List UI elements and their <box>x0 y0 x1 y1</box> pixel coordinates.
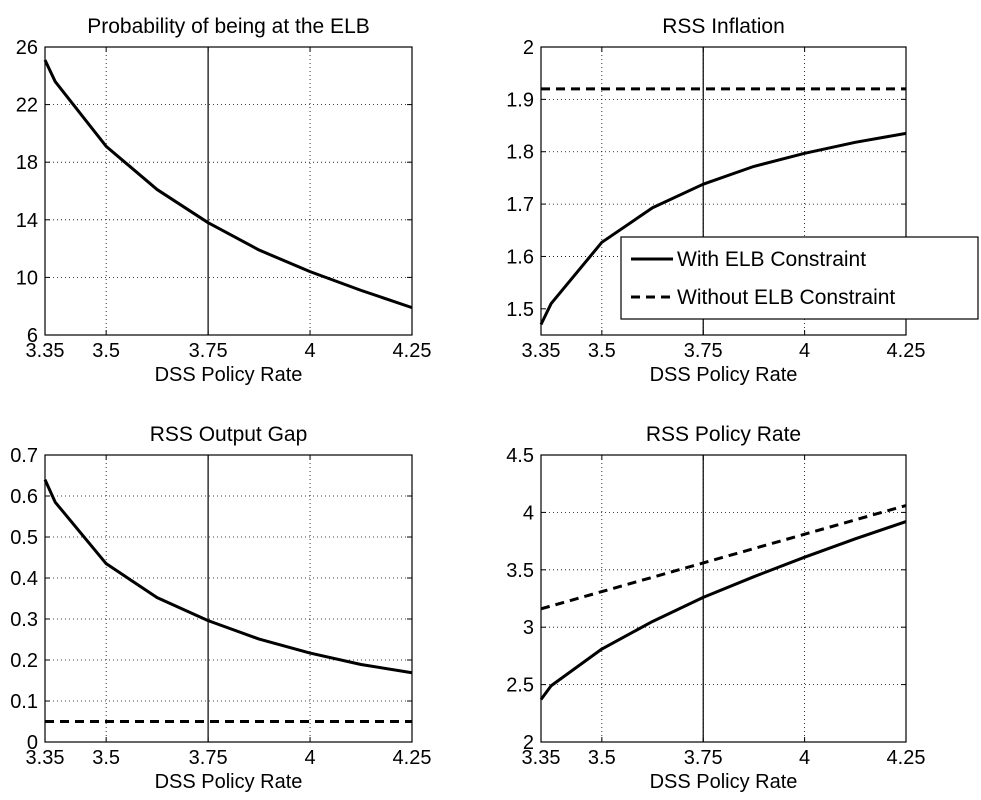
y-tick-label: 0.3 <box>10 609 38 631</box>
y-tick-label: 1.7 <box>506 194 534 216</box>
legend: With ELB Constraint Without ELB Constrain… <box>620 236 979 320</box>
x-tick-label: 3.5 <box>92 747 120 769</box>
plot-area <box>45 47 412 335</box>
axes-frame <box>540 46 907 336</box>
chart-title: RSS Output Gap <box>150 423 308 446</box>
chart-title: RSS Inflation <box>662 15 785 38</box>
x-tick-label: 4.25 <box>393 340 432 362</box>
y-tick-label: 0 <box>27 732 38 754</box>
x-tick-label: 4.25 <box>887 340 926 362</box>
y-tick-label: 0.5 <box>10 527 38 549</box>
chart-panel-2: 3.35 3.5 3.75 4 4.25 1.5 1.6 1.7 1.8 1.9 2 RSS Infl… <box>506 15 979 386</box>
x-axis-label: DSS Policy Rate <box>650 364 798 386</box>
x-tick-label: 3.35 <box>522 747 561 769</box>
y-tick-label: 2 <box>523 732 534 754</box>
y-tick-label: 3.5 <box>506 560 534 582</box>
y-tick-label: 1.9 <box>506 89 534 111</box>
x-tick-label: 3.35 <box>26 340 65 362</box>
x-tick-label: 3.5 <box>588 747 616 769</box>
y-tick-label: 3 <box>523 617 534 639</box>
series-line-with-elb <box>539 131 907 326</box>
y-tick-label: 1.6 <box>506 246 534 268</box>
x-tick-label: 3.35 <box>26 747 65 769</box>
chart-panel-3: 3.35 3.5 3.75 4 4.25 0 0.1 0.2 0.3 0.4 0.5 0.6 0.7 RS… <box>10 423 431 793</box>
x-axis-label: DSS Policy Rate <box>155 364 303 386</box>
chart-panel-1: 3.35 3.5 3.75 4 4.25 6 10 14 18 22 26 Probability o… <box>16 15 432 386</box>
x-tick-label: 3.75 <box>189 340 228 362</box>
x-tick-label: 4.25 <box>393 747 432 769</box>
chart-panel-4: 3.35 3.5 3.75 4 4.25 2 2.5 3 3.5 4 4.5 RSS Policy R… <box>506 423 925 793</box>
y-tick-label: 1.8 <box>506 142 534 164</box>
x-tick-label: 4 <box>304 747 315 769</box>
y-tick-label: 22 <box>16 95 38 117</box>
x-tick-label: 3.5 <box>92 340 120 362</box>
x-tick-label: 3.5 <box>588 340 616 362</box>
y-tick-label: 0.1 <box>10 691 38 713</box>
y-tick-label: 2.5 <box>506 675 534 697</box>
y-tick-label: 4 <box>523 502 534 524</box>
axes-frame <box>44 46 413 336</box>
axes-frame <box>44 454 413 743</box>
series-line-without-elb <box>540 504 907 611</box>
y-tick-label: 14 <box>16 210 38 232</box>
y-tick-label: 4.5 <box>506 445 534 467</box>
x-axis-label: DSS Policy Rate <box>650 771 798 793</box>
y-tick-label: 0.7 <box>10 445 38 467</box>
y-tick-label: 0.6 <box>10 486 38 508</box>
x-tick-label: 3.75 <box>684 340 723 362</box>
y-tick-label: 1.5 <box>506 299 534 321</box>
plot-area <box>541 455 906 742</box>
x-tick-label: 3.75 <box>684 747 723 769</box>
x-tick-label: 3.35 <box>522 340 561 362</box>
chart-title: RSS Policy Rate <box>646 423 801 446</box>
chart-title: Probability of being at the ELB <box>87 15 370 38</box>
legend-box <box>620 236 979 320</box>
plot-area <box>45 455 412 742</box>
y-tick-label: 0.4 <box>10 568 38 590</box>
x-axis-label: DSS Policy Rate <box>155 771 303 793</box>
axes-frame <box>540 454 907 743</box>
series-line-with-elb <box>43 59 413 310</box>
legend-label: Without ELB Constraint <box>677 286 895 309</box>
x-tick-label: 4 <box>799 747 810 769</box>
legend-label: With ELB Constraint <box>677 248 866 271</box>
y-tick-label: 0.2 <box>10 650 38 672</box>
x-tick-label: 4 <box>304 340 315 362</box>
y-tick-label: 6 <box>27 325 38 347</box>
y-tick-label: 18 <box>16 152 38 174</box>
x-tick-label: 4.25 <box>887 747 926 769</box>
y-tick-label: 10 <box>16 267 38 289</box>
series-line-with-elb <box>539 520 907 701</box>
x-tick-label: 3.75 <box>189 747 228 769</box>
y-tick-label: 2 <box>523 37 534 59</box>
series-line-with-elb <box>43 478 413 675</box>
y-tick-label: 26 <box>16 37 38 59</box>
x-tick-label: 4 <box>799 340 810 362</box>
